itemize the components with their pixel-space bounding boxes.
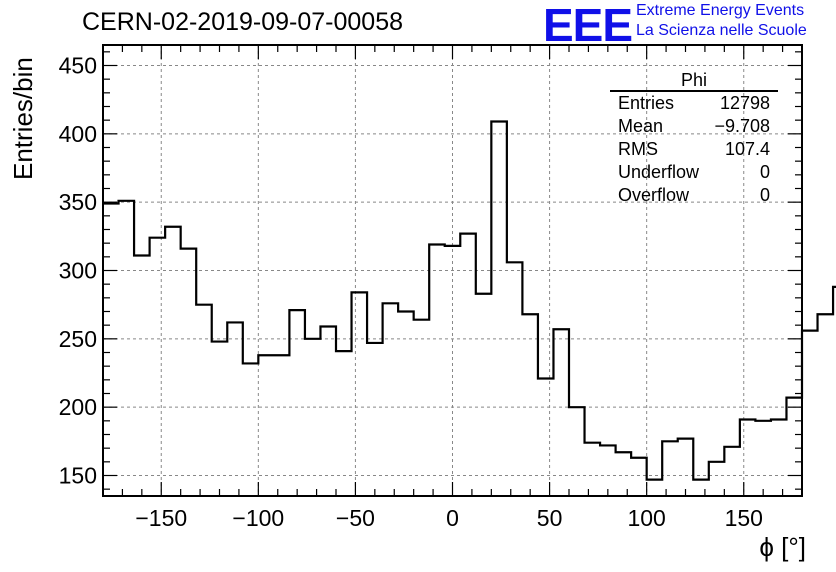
histogram-bin (553, 329, 569, 496)
y-tick-label: 300 (59, 258, 97, 284)
histogram-bin (165, 227, 181, 496)
x-tick-label: −100 (232, 505, 284, 531)
histogram-bin (352, 292, 368, 496)
stats-value: 0 (759, 185, 770, 205)
histogram-bin (585, 443, 601, 496)
histogram-bin (243, 363, 259, 496)
histogram-bin (429, 245, 445, 496)
histogram-bin (119, 201, 135, 496)
histogram-bin (724, 447, 740, 496)
y-tick-label: 350 (59, 189, 97, 215)
eee-logo: EEE (543, 0, 633, 51)
y-tick-label: 450 (59, 53, 97, 79)
y-tick-label: 250 (59, 326, 97, 352)
histogram-bin (538, 378, 554, 496)
stats-row-underflow: Underflow 0 (610, 161, 778, 184)
x-tick-label: 0 (446, 505, 459, 531)
histogram-bin (507, 262, 523, 496)
histogram-bin (258, 355, 274, 496)
logo-line-1: Extreme Energy Events (636, 2, 805, 19)
histogram-bin (227, 322, 243, 496)
logo-line-2: La Scienza nelle Scuole (636, 22, 807, 39)
histogram-bin (802, 331, 818, 496)
x-tick-label: −50 (336, 505, 375, 531)
stats-value: −9.708 (714, 116, 770, 136)
histogram-bin (522, 314, 538, 496)
y-tick-label: 400 (59, 121, 97, 147)
stats-title: Phi (610, 70, 778, 92)
histogram-bin (383, 303, 399, 496)
x-axis-label: ϕ [°] (759, 532, 806, 562)
histogram-bin (491, 122, 507, 496)
stats-box: Phi Entries 12798 Mean −9.708 RMS 107.4 … (610, 70, 778, 207)
histogram-bin (196, 305, 212, 496)
x-tick-label: 100 (627, 505, 665, 531)
histogram-bin (740, 419, 756, 496)
histogram-bin (631, 458, 647, 496)
stats-row-entries: Entries 12798 (610, 92, 778, 115)
histogram-bin (305, 339, 321, 496)
stats-label: Overflow (618, 185, 690, 205)
histogram-bin (336, 351, 352, 496)
y-axis-label: Entries/bin (8, 57, 38, 180)
stats-label: RMS (618, 139, 658, 159)
stats-value: 107.4 (724, 139, 770, 159)
stats-label: Mean (618, 116, 664, 136)
stats-row-mean: Mean −9.708 (610, 115, 778, 138)
x-tick-label: 150 (725, 505, 763, 531)
histogram-bin (320, 327, 336, 496)
histogram-bin (662, 441, 678, 496)
histogram-bin (786, 398, 802, 496)
stats-row-overflow: Overflow 0 (610, 184, 778, 207)
histogram-bin (600, 445, 616, 496)
y-tick-label: 150 (59, 463, 97, 489)
stats-label: Underflow (618, 162, 700, 182)
histogram-bin (678, 439, 694, 496)
histogram-bin (181, 249, 197, 496)
y-tick-label: 200 (59, 394, 97, 420)
histogram-bin (771, 419, 787, 496)
x-tick-label: −150 (135, 505, 187, 531)
histogram-bin (647, 480, 663, 496)
histogram-bin (616, 452, 632, 496)
stats-row-rms: RMS 107.4 (610, 138, 778, 161)
stats-label: Entries (618, 93, 675, 113)
histogram-bin (460, 234, 476, 496)
stats-value: 12798 (719, 93, 770, 113)
histogram-bin (150, 238, 166, 496)
histogram-bin (569, 407, 585, 496)
histogram-bin (212, 342, 228, 496)
histogram-bin (289, 310, 305, 496)
histogram-bin (818, 314, 834, 496)
histogram-bin (693, 480, 709, 496)
histogram-bin (367, 343, 383, 496)
histogram-bin (476, 294, 492, 496)
stats-value: 0 (759, 162, 770, 182)
histogram-bin (103, 204, 119, 496)
histogram-bin (709, 462, 725, 496)
x-tick-label: 50 (537, 505, 563, 531)
histogram-bin (755, 421, 771, 496)
histogram-bin (134, 255, 150, 496)
run-title: CERN-02-2019-09-07-00058 (82, 8, 404, 36)
histogram-step-line (103, 120, 836, 481)
histogram-bin (414, 320, 430, 496)
histogram-bin (274, 355, 290, 496)
